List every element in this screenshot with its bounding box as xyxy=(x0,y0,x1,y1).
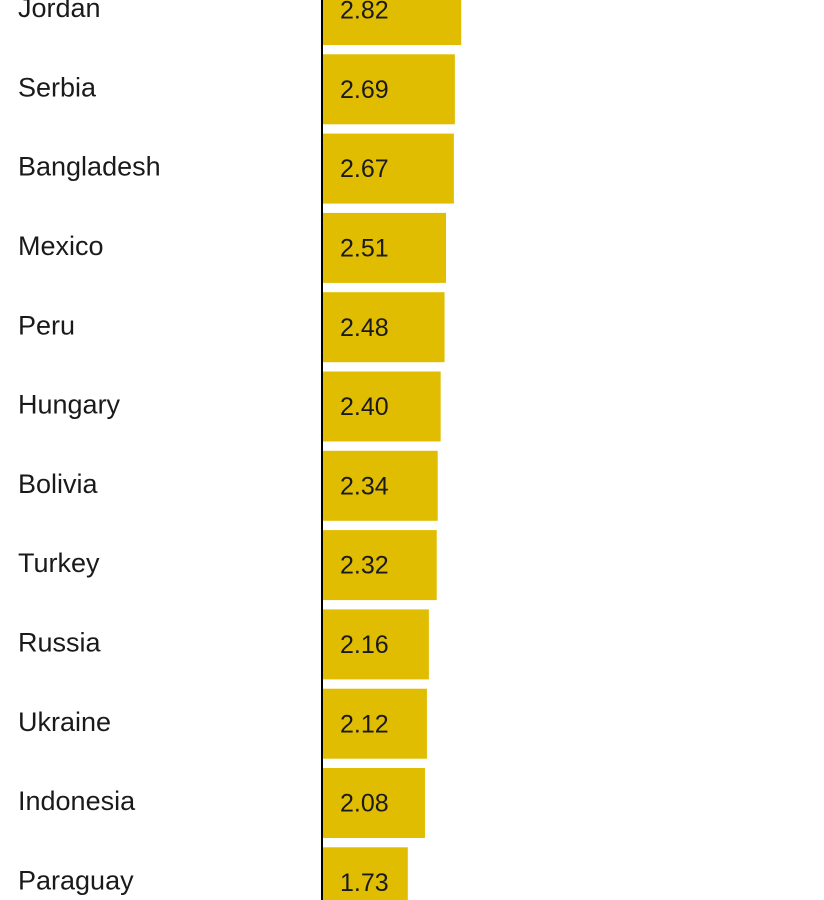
value-label: 2.67 xyxy=(340,155,389,183)
value-label: 2.12 xyxy=(340,710,389,738)
bar xyxy=(323,292,445,363)
value-label: 2.08 xyxy=(340,790,389,818)
category-label: Jordan xyxy=(18,0,101,23)
category-label: Bolivia xyxy=(18,469,99,499)
category-label: Indonesia xyxy=(18,786,136,816)
category-label: Mexico xyxy=(18,231,104,261)
value-label: 2.51 xyxy=(340,235,389,263)
category-label: Serbia xyxy=(18,72,97,102)
bar xyxy=(323,0,462,45)
value-label: 2.32 xyxy=(340,552,389,580)
value-label: 2.69 xyxy=(340,76,389,104)
bar xyxy=(323,609,429,680)
value-label: 2.16 xyxy=(340,631,389,659)
category-label: Bangladesh xyxy=(18,152,161,182)
category-label: Ukraine xyxy=(18,707,111,737)
bar xyxy=(323,212,447,283)
value-label: 2.48 xyxy=(340,314,389,342)
bar xyxy=(323,371,441,442)
category-label: Russia xyxy=(18,628,102,658)
category-label: Hungary xyxy=(18,390,121,420)
value-label: 1.73 xyxy=(340,869,389,897)
bar xyxy=(323,133,454,204)
category-label: Turkey xyxy=(18,548,100,578)
value-label: 2.40 xyxy=(340,393,389,421)
bar xyxy=(323,530,437,601)
value-label: 2.34 xyxy=(340,472,389,500)
value-label: 2.82 xyxy=(340,0,389,25)
category-label: Peru xyxy=(18,310,75,340)
category-label: Paraguay xyxy=(18,865,134,895)
bar xyxy=(323,768,425,838)
bar xyxy=(323,54,455,125)
bar xyxy=(323,688,427,759)
bar xyxy=(323,450,438,521)
bar xyxy=(323,847,408,900)
